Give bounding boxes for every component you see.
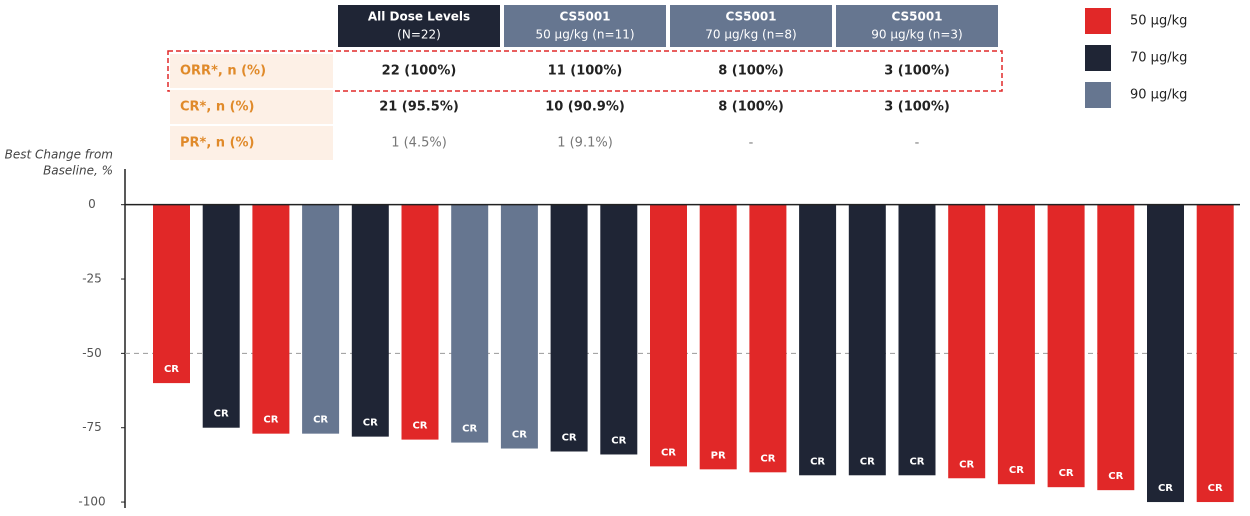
table-cell: 10 (90.9%) — [545, 100, 625, 115]
bar-label: CR — [860, 456, 875, 467]
table-cell: 8 (100%) — [718, 64, 784, 79]
legend-swatch — [1085, 8, 1111, 34]
row-label: PR*, n (%) — [180, 136, 255, 151]
table-cell: 3 (100%) — [884, 100, 950, 115]
bar — [600, 204, 638, 455]
header-text: 70 μg/kg (n=8) — [705, 28, 796, 42]
table-cell: - — [749, 136, 754, 151]
bar-label: CR — [412, 421, 427, 432]
y-tick-label: -50 — [82, 346, 102, 360]
bar-label: CR — [462, 424, 477, 435]
y-tick-label: -75 — [82, 420, 102, 434]
row-label: CR*, n (%) — [180, 100, 255, 115]
header-text: CS5001 — [891, 10, 942, 24]
y-axis-title: Baseline, % — [43, 164, 113, 178]
bar — [699, 204, 737, 470]
legend-swatch — [1085, 82, 1111, 108]
bar-label: CR — [909, 456, 924, 467]
legend-label: 90 μg/kg — [1130, 88, 1187, 103]
legend-swatch — [1085, 45, 1111, 71]
bar — [500, 204, 538, 449]
bar-label: CR — [1059, 468, 1074, 479]
row-label-bg — [170, 126, 333, 160]
table-cell: 8 (100%) — [718, 100, 784, 115]
table-cell: 21 (95.5%) — [379, 100, 459, 115]
y-tick-label: -25 — [82, 272, 102, 286]
header-cell — [836, 5, 998, 47]
header-text: 90 μg/kg (n=3) — [871, 28, 962, 42]
bar-label: CR — [611, 435, 626, 446]
bar — [997, 204, 1035, 485]
table-cell: 22 (100%) — [382, 64, 457, 79]
bar — [252, 204, 290, 434]
bar — [302, 204, 340, 434]
header-text: All Dose Levels — [368, 10, 470, 24]
header-cell — [504, 5, 666, 47]
bar-label: CR — [562, 433, 577, 444]
bar-label: CR — [810, 456, 825, 467]
bar-label: PR — [711, 450, 726, 461]
bar — [351, 204, 389, 437]
bar — [1196, 204, 1234, 503]
bar-label: CR — [214, 409, 229, 420]
row-label: ORR*, n (%) — [180, 64, 266, 79]
bar-label: CR — [164, 364, 179, 375]
table-cell: 11 (100%) — [548, 64, 623, 79]
header-text: CS5001 — [725, 10, 776, 24]
table-cell: - — [915, 136, 920, 151]
bar-label: CR — [661, 447, 676, 458]
bar — [799, 204, 837, 476]
bar-label: CR — [1158, 483, 1173, 494]
legend-label: 50 μg/kg — [1130, 14, 1187, 29]
bar — [848, 204, 886, 476]
bar-label: CR — [313, 415, 328, 426]
bar-label: CR — [363, 418, 378, 429]
bar — [550, 204, 588, 452]
bar — [153, 204, 190, 384]
bar — [1097, 204, 1135, 491]
bar-label: CR — [1009, 465, 1024, 476]
bar — [948, 204, 986, 479]
header-text: 50 μg/kg (n=11) — [535, 28, 634, 42]
bar-label: CR — [959, 459, 974, 470]
bar-label: CR — [512, 430, 527, 441]
y-tick-label: -100 — [78, 495, 105, 509]
bar-label: CR — [263, 415, 278, 426]
bar-label: CR — [760, 453, 775, 464]
table-cell: 1 (9.1%) — [557, 136, 613, 151]
header-text: CS5001 — [559, 10, 610, 24]
bar — [202, 204, 240, 428]
highlight-box — [167, 50, 1003, 92]
bar — [401, 204, 439, 440]
header-cell — [338, 5, 500, 47]
bar — [1047, 204, 1085, 488]
legend-label: 70 μg/kg — [1130, 51, 1187, 66]
header-text: (N=22) — [397, 28, 441, 42]
table-cell: 1 (4.5%) — [391, 136, 447, 151]
table-cell: 3 (100%) — [884, 64, 950, 79]
bar-label: CR — [1208, 483, 1223, 494]
bar-label: CR — [1108, 471, 1123, 482]
y-axis-title: Best Change from — [5, 148, 113, 162]
y-tick-label: 0 — [88, 197, 96, 211]
row-label-bg — [170, 54, 333, 88]
bar — [749, 204, 787, 473]
header-cell — [670, 5, 832, 47]
bar — [650, 204, 687, 467]
bar — [451, 204, 489, 443]
bar — [898, 204, 936, 476]
bar — [1147, 204, 1184, 503]
row-label-bg — [170, 90, 333, 124]
